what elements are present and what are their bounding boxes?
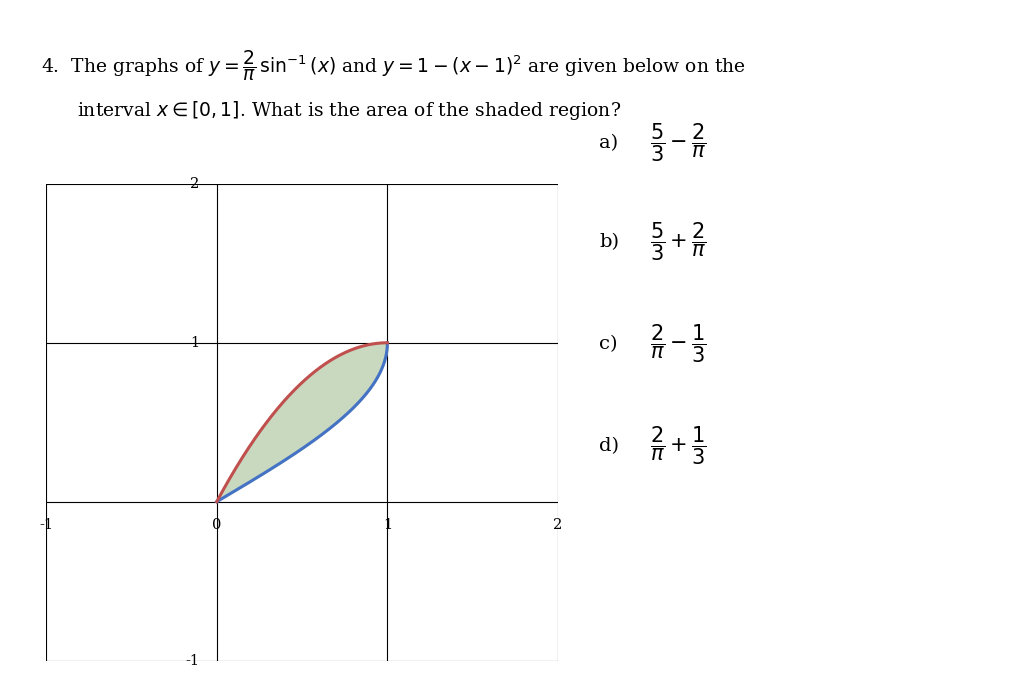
Text: b): b): [599, 233, 620, 251]
Text: $\dfrac{5}{3} + \dfrac{2}{\pi}$: $\dfrac{5}{3} + \dfrac{2}{\pi}$: [650, 221, 707, 263]
Text: 1: 1: [383, 518, 392, 532]
Text: $\dfrac{2}{\pi} - \dfrac{1}{3}$: $\dfrac{2}{\pi} - \dfrac{1}{3}$: [650, 323, 707, 365]
Text: a): a): [599, 134, 618, 152]
Text: d): d): [599, 437, 620, 455]
Text: 2: 2: [553, 518, 563, 532]
Text: interval $x \in [0, 1]$. What is the area of the shaded region?: interval $x \in [0, 1]$. What is the are…: [77, 99, 621, 122]
Text: c): c): [599, 335, 617, 353]
Text: 1: 1: [190, 336, 200, 350]
Text: 0: 0: [212, 518, 221, 532]
Text: $\dfrac{2}{\pi} + \dfrac{1}{3}$: $\dfrac{2}{\pi} + \dfrac{1}{3}$: [650, 425, 707, 467]
Text: 2: 2: [190, 177, 200, 191]
Text: -1: -1: [185, 654, 200, 667]
Text: -1: -1: [39, 518, 53, 532]
Text: 4.  The graphs of $y = \dfrac{2}{\pi}\,\sin^{-1}(x)$ and $y = 1 - (x-1)^{2}$ are: 4. The graphs of $y = \dfrac{2}{\pi}\,\s…: [41, 48, 745, 82]
Text: $\dfrac{5}{3} - \dfrac{2}{\pi}$: $\dfrac{5}{3} - \dfrac{2}{\pi}$: [650, 122, 707, 164]
